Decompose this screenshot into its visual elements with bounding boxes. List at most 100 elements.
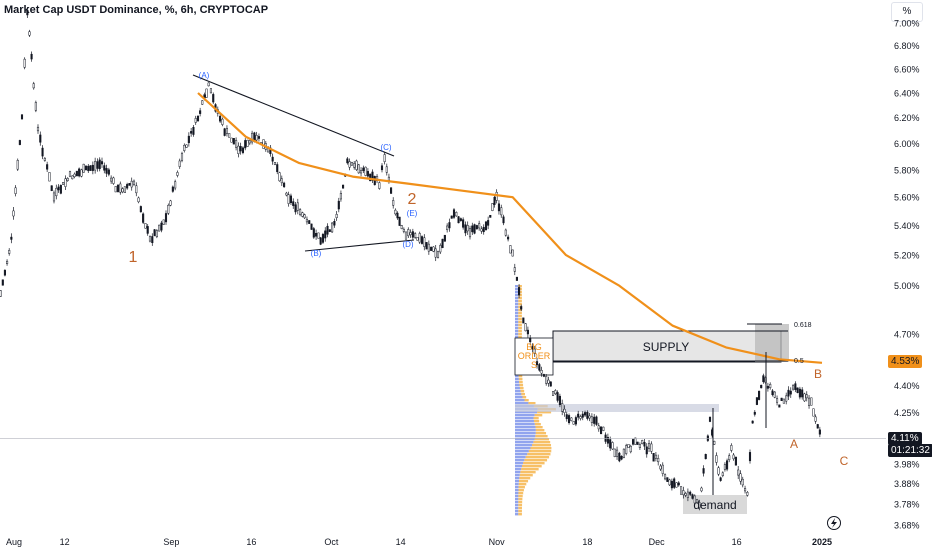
candle-body: [207, 82, 210, 87]
candle-body: [57, 186, 60, 191]
candle-body: [390, 187, 393, 194]
candle-body: [755, 397, 758, 405]
x-tick-label: Sep: [163, 537, 179, 547]
candle-body: [190, 131, 193, 134]
candle-body: [814, 416, 817, 422]
volume-bar: [515, 315, 519, 318]
candle-body: [522, 317, 525, 324]
lightning-icon[interactable]: [827, 516, 841, 530]
candle-body: [91, 164, 94, 171]
scale-percent-button[interactable]: %: [891, 2, 923, 22]
volume-bar: [515, 318, 519, 321]
candle-body: [346, 158, 349, 164]
candle-body: [355, 160, 358, 170]
volume-bar: [515, 375, 519, 378]
x-tick-label: 18: [582, 537, 592, 547]
volume-bar: [534, 414, 543, 417]
candle-body: [816, 424, 819, 429]
candle-body: [502, 216, 505, 224]
candle-body: [625, 445, 628, 454]
candle-body: [257, 136, 261, 139]
big-orders-box: [514, 337, 554, 376]
candle-body: [155, 230, 158, 238]
candle-body: [333, 221, 336, 226]
candle-body: [246, 139, 249, 147]
candle-body: [30, 53, 33, 60]
volume-bar: [518, 507, 522, 510]
candle-body: [746, 492, 749, 496]
candle-body: [126, 184, 129, 189]
candle-body: [682, 490, 685, 496]
candle-body: [715, 455, 718, 463]
candle-body: [353, 163, 356, 168]
volume-bar: [515, 291, 519, 294]
volume-bar: [515, 441, 534, 444]
candle-body: [337, 200, 340, 210]
candle-body: [167, 204, 170, 214]
candle-body: [128, 182, 131, 186]
candle-body: [713, 440, 716, 445]
volume-bar: [515, 435, 536, 438]
volume-bar: [515, 330, 519, 333]
y-tick-label: 5.80%: [894, 165, 920, 175]
candle-body: [691, 494, 694, 499]
candle-body: [794, 383, 797, 390]
candle-body: [6, 260, 9, 264]
candle-body: [151, 236, 154, 244]
candle-body: [723, 464, 726, 470]
candle-body: [663, 474, 667, 480]
candle-body: [52, 192, 56, 202]
volume-bar: [515, 390, 521, 393]
volume-bar: [518, 504, 523, 507]
candle-body: [751, 420, 754, 424]
candle-body: [803, 393, 806, 402]
correction-B-label: B: [814, 367, 822, 381]
candle-body: [414, 233, 417, 238]
x-tick-label: 12: [60, 537, 70, 547]
candle-body: [404, 231, 408, 240]
volume-bar: [515, 303, 519, 306]
candle-body: [785, 395, 788, 402]
candle-body: [693, 495, 696, 504]
y-tick-label: 4.40%: [894, 381, 920, 391]
volume-bar: [518, 321, 522, 324]
candle-body: [317, 232, 320, 239]
candle-body: [228, 133, 231, 138]
candle-body: [818, 429, 821, 435]
candle-body: [59, 185, 62, 194]
candle-body: [285, 192, 288, 196]
volume-bar: [528, 450, 552, 453]
candle-body: [513, 267, 516, 272]
candle-body: [493, 196, 496, 205]
candle-body: [810, 397, 813, 406]
candle-body: [599, 426, 603, 435]
candle-body: [28, 31, 31, 36]
candle-body: [164, 213, 168, 223]
candle-body: [595, 416, 598, 425]
ma-series-line: [197, 92, 823, 364]
candle-body: [132, 180, 136, 185]
candle-body: [41, 147, 44, 157]
candle-body: [739, 473, 742, 482]
candle-body: [583, 412, 587, 416]
y-tick-label: 7.00%: [894, 19, 920, 29]
candle-body: [634, 437, 637, 445]
candle-body: [14, 187, 17, 194]
volume-bar: [515, 417, 534, 420]
candle-body: [533, 348, 536, 354]
candle-body: [602, 426, 605, 431]
volume-bar: [515, 411, 538, 414]
candle-body: [335, 213, 338, 218]
candle-body: [526, 329, 529, 335]
candle-body: [55, 187, 58, 197]
y-tick-label: 6.60%: [894, 64, 920, 74]
candle-body: [34, 102, 37, 111]
candle-body: [383, 154, 386, 162]
volume-bar: [519, 480, 529, 483]
candle-body: [775, 398, 779, 403]
candle-body: [50, 185, 53, 191]
volume-bar: [515, 450, 529, 453]
candle-body: [380, 165, 384, 171]
volume-bar: [515, 288, 519, 291]
candle-body: [1, 279, 4, 286]
